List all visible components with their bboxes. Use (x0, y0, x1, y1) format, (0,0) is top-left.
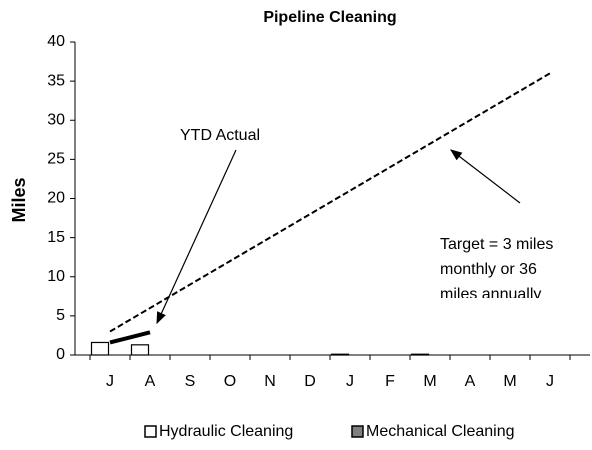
line (109, 330, 151, 345)
arrow (450, 149, 521, 204)
x-tick-label: N (264, 373, 276, 390)
chart-title: Pipeline Cleaning (263, 9, 396, 26)
legend-swatch (144, 425, 157, 438)
y-tick-label: 5 (56, 307, 65, 324)
x-tick-label: M (503, 373, 516, 390)
y-tick-label: 35 (47, 72, 65, 89)
line (109, 72, 551, 333)
x-tick-label: S (185, 373, 196, 390)
y-tick-label: 0 (56, 346, 65, 363)
x-tick-label: A (145, 373, 156, 390)
y-tick-label: 20 (47, 190, 65, 207)
bar (90, 341, 110, 356)
arrow (156, 149, 237, 325)
annotation: monthly or 36 (440, 261, 537, 278)
bar (330, 353, 350, 356)
x-tick-label: O (224, 373, 236, 390)
x-tick-label: A (465, 373, 476, 390)
annotation-group: Target = 3 miles monthly or 36 miles ann… (440, 236, 553, 303)
annotation: Target = 3 miles (440, 236, 553, 253)
annotation: miles annually (440, 286, 541, 303)
x-tick-label: D (304, 373, 316, 390)
y-tick-label: 10 (47, 268, 65, 285)
legend-label: Mechanical Cleaning (366, 423, 515, 440)
legend-label: Hydraulic Cleaning (159, 423, 293, 440)
y-tick-label: 40 (47, 33, 65, 50)
y-tick-label: 30 (47, 111, 65, 128)
x-tick-label: J (346, 373, 354, 390)
annotation: YTD Actual (180, 127, 260, 144)
x-tick-label: J (546, 373, 554, 390)
bar (130, 344, 150, 356)
x-tick-label: F (385, 373, 395, 390)
y-tick-label: 15 (47, 229, 65, 246)
x-tick-label: J (106, 373, 114, 390)
y-axis-label: Miles (9, 177, 29, 222)
x-tick-label: M (423, 373, 436, 390)
y-tick-label: 25 (47, 151, 65, 168)
legend-swatch (351, 425, 364, 438)
bar (410, 353, 430, 356)
